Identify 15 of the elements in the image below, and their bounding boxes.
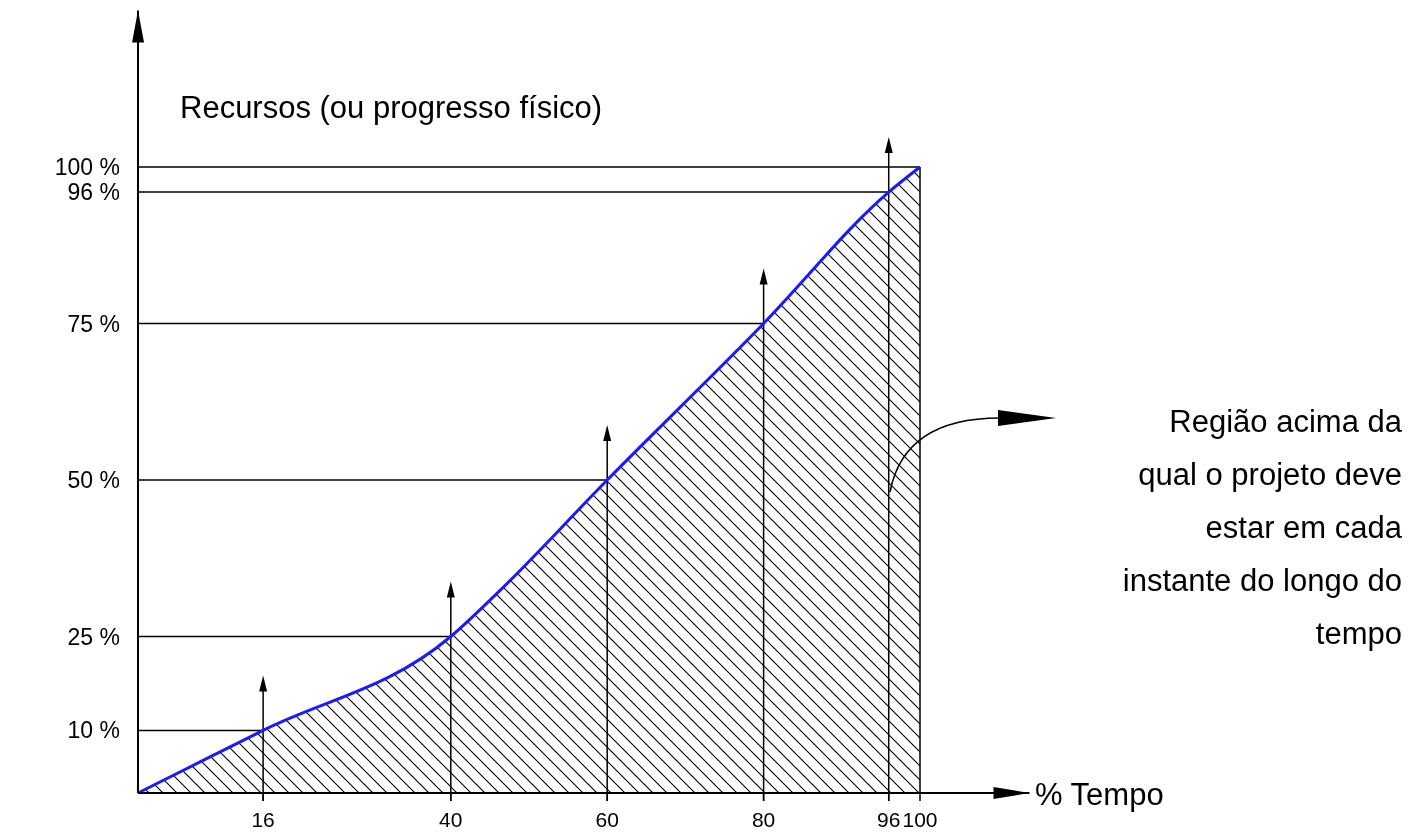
y-tick-label: 100 % <box>54 154 120 180</box>
x-tick-label: 100 <box>902 808 938 831</box>
x-tick-label: 60 <box>595 808 619 831</box>
y-axis-title: Recursos (ou progresso físico) <box>180 90 603 125</box>
y-tick-label: 25 % <box>67 623 120 650</box>
text: Região acima da qual o projeto deve estar em cada instante do longo do tempo <box>1122 404 1403 651</box>
y-tick-label: 96 % <box>67 179 120 206</box>
x-tick-label: 80 <box>751 808 776 831</box>
y-tick-label: 75 % <box>67 310 120 337</box>
x-tick-label: 16 <box>251 808 275 831</box>
y-tick-label: 50 % <box>67 467 120 493</box>
x-tick-label: 96 <box>877 808 901 831</box>
x-tick-label: 40 <box>439 808 463 831</box>
y-tick-label: 10 % <box>67 717 120 744</box>
x-axis-title: % Tempo <box>1035 777 1164 812</box>
